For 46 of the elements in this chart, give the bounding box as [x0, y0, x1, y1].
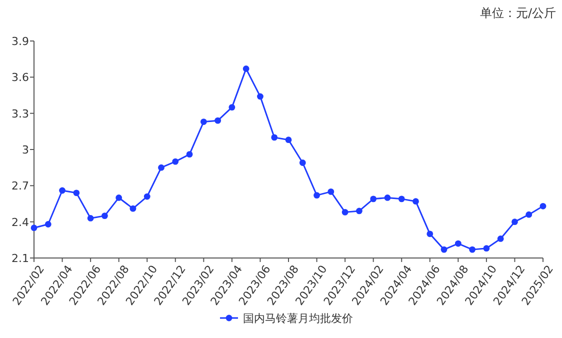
point [116, 194, 122, 201]
y-tick-label: 2.7 [12, 180, 29, 193]
point [242, 66, 250, 72]
point [200, 118, 207, 125]
point [328, 188, 334, 195]
point [540, 202, 546, 210]
point [228, 104, 236, 111]
point [454, 240, 462, 247]
point [172, 158, 179, 165]
text: 单位：元/公斤 [480, 6, 556, 20]
point [299, 160, 306, 166]
point [59, 187, 66, 194]
point [512, 218, 518, 226]
point [130, 205, 136, 212]
point [257, 93, 264, 100]
point [144, 193, 150, 200]
point [44, 221, 52, 228]
y-tick-label: 3.3 [12, 107, 29, 120]
point [384, 194, 391, 201]
legend-label: 国内马铃薯月均批发价 [243, 312, 353, 325]
point [412, 198, 419, 205]
point [314, 192, 320, 199]
y-tick-label: 3.6 [12, 71, 29, 84]
point [73, 190, 80, 196]
point [158, 164, 164, 171]
point [526, 211, 532, 218]
point [426, 230, 434, 238]
point [497, 236, 504, 242]
y-tick-label: 3.9 [12, 35, 29, 48]
y-tick-label: 2.4 [12, 216, 29, 229]
point [483, 245, 490, 252]
point [87, 215, 94, 222]
point [356, 208, 362, 214]
y-tick-label: 3 [22, 144, 29, 156]
point [285, 136, 292, 144]
point [398, 196, 405, 202]
point [342, 208, 348, 216]
point [214, 117, 222, 124]
point [271, 134, 278, 141]
point [101, 212, 108, 220]
point [469, 246, 476, 253]
point [370, 196, 377, 202]
point [186, 151, 193, 158]
point [440, 246, 448, 253]
point [30, 224, 38, 232]
y-tick-label: 2.1 [12, 252, 29, 265]
